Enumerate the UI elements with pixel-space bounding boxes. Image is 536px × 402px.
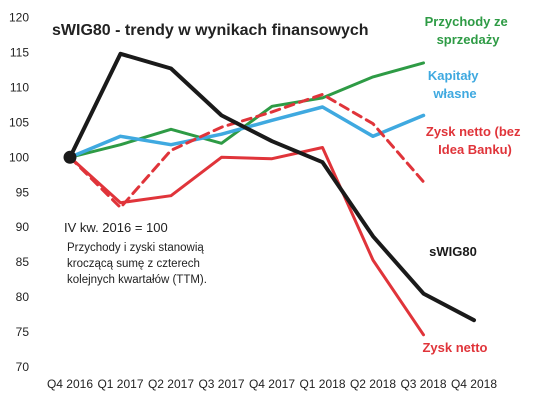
series-label-swig80: sWIG80 xyxy=(429,244,477,259)
start-point xyxy=(63,150,77,164)
x-tick-label: Q3 2018 xyxy=(400,377,446,391)
start-marker xyxy=(63,150,77,164)
series-line-3 xyxy=(68,92,425,210)
series-label-przychody: Przychody ze sprzedaży xyxy=(425,14,512,47)
y-axis-ticks: 70 75 80 85 90 95 100 105 110 115 120 xyxy=(9,11,29,375)
series-label-zysk-bez-line1: Zysk netto (bez xyxy=(426,124,521,139)
series-label-zysk-bez-line2: Idea Banku) xyxy=(438,142,512,157)
annotation-line3: kroczącą sumę z czterech xyxy=(67,258,200,270)
series-line-4 xyxy=(68,146,425,337)
annotation-line2: Przychody i zyski stanowią xyxy=(67,242,204,254)
y-tick-label: 85 xyxy=(16,255,30,269)
series-line-1 xyxy=(68,61,425,159)
series-label-przychody-line1: Przychody ze xyxy=(425,14,508,29)
y-tick-label: 110 xyxy=(10,80,29,94)
series-label-kapitaly: Kapitały własne xyxy=(428,68,482,101)
series-lines xyxy=(68,51,476,337)
chart-title: sWIG80 - trendy w wynikach finansowych xyxy=(52,22,369,39)
series-label-kapitaly-line2: własne xyxy=(432,86,476,101)
y-tick-label: 90 xyxy=(16,220,30,234)
y-tick-label: 80 xyxy=(16,290,30,304)
x-tick-label: Q1 2017 xyxy=(97,377,143,391)
x-tick-label: Q3 2017 xyxy=(198,377,244,391)
x-tick-label: Q4 2017 xyxy=(249,377,295,391)
series-label-przychody-line2: sprzedaży xyxy=(437,32,501,47)
series-line-2 xyxy=(68,105,426,160)
series-label-zysk-netto: Zysk netto xyxy=(422,340,487,355)
series-line-0 xyxy=(68,51,476,323)
x-tick-label: Q2 2018 xyxy=(350,377,396,391)
x-tick-label: Q1 2018 xyxy=(299,377,345,391)
x-tick-label: Q4 2018 xyxy=(451,377,497,391)
x-axis-ticks: Q4 2016 Q1 2017 Q2 2017 Q3 2017 Q4 2017 Q1 20… xyxy=(47,377,497,391)
series-label-kapitaly-line1: Kapitały xyxy=(428,68,479,83)
y-tick-label: 95 xyxy=(16,185,30,199)
y-tick-label: 70 xyxy=(16,360,30,374)
y-tick-label: 75 xyxy=(16,325,30,339)
x-tick-label: Q4 2016 xyxy=(47,377,93,391)
annotation-line4: kolejnych kwartałów (TTM). xyxy=(67,274,207,286)
y-tick-label: 115 xyxy=(10,45,29,59)
y-tick-label: 120 xyxy=(9,11,29,25)
series-label-zysk-bez: Zysk netto (bez Idea Banku) xyxy=(426,124,524,157)
annotation-base: IV kw. 2016 = 100 xyxy=(64,220,168,235)
x-tick-label: Q2 2017 xyxy=(148,377,194,391)
y-tick-label: 105 xyxy=(9,115,29,129)
y-tick-label: 100 xyxy=(9,150,29,164)
